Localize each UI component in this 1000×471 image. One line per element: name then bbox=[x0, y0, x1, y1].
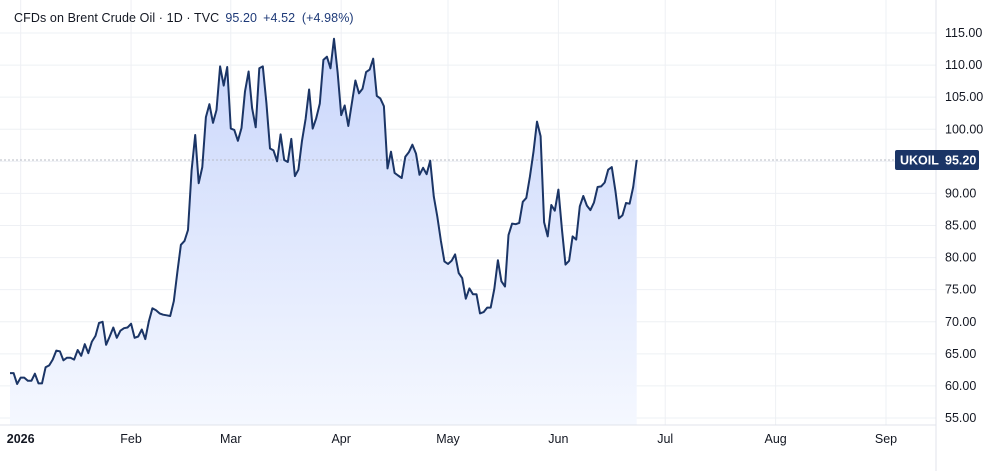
price-change-percent: (+4.98%) bbox=[301, 11, 354, 25]
x-tick-label: Mar bbox=[220, 432, 242, 446]
y-tick-label: 60.00 bbox=[945, 379, 976, 393]
x-tick-label: Aug bbox=[764, 432, 786, 446]
price-badge-symbol: UKOIL bbox=[900, 154, 939, 168]
price-line bbox=[10, 37, 638, 385]
y-axis[interactable]: 115.00110.00105.00100.0095.0090.0085.008… bbox=[945, 26, 983, 425]
y-tick-label: 55.00 bbox=[945, 411, 976, 425]
x-tick-label: May bbox=[436, 432, 460, 446]
x-tick-label: Feb bbox=[120, 432, 142, 446]
y-tick-label: 65.00 bbox=[945, 347, 976, 361]
price-change: +4.52 bbox=[263, 11, 296, 25]
y-tick-label: 80.00 bbox=[945, 251, 976, 265]
y-tick-label: 75.00 bbox=[945, 283, 976, 297]
y-tick-label: 115.00 bbox=[945, 26, 982, 40]
y-tick-label: 90.00 bbox=[945, 186, 976, 200]
y-tick-label: 85.00 bbox=[945, 219, 976, 233]
price-badge: UKOIL 95.20 bbox=[895, 150, 979, 171]
x-tick-label: 2026 bbox=[7, 432, 35, 446]
x-axis[interactable]: 2026 Feb Mar Apr May Jun Jul Aug Sep bbox=[7, 432, 897, 446]
y-tick-label: 70.00 bbox=[945, 315, 976, 329]
y-tick-label: 110.00 bbox=[945, 58, 982, 72]
symbol-description: CFDs on Brent Crude Oil · 1D · TVC bbox=[14, 11, 220, 25]
x-tick-label: Jun bbox=[548, 432, 568, 446]
x-tick-label: Sep bbox=[875, 432, 897, 446]
price-badge-box bbox=[895, 150, 979, 171]
chart-header: CFDs on Brent Crude Oil · 1D · TVC 95.20 +… bbox=[14, 11, 354, 25]
price-badge-value: 95.20 bbox=[945, 154, 976, 168]
y-tick-label: 100.00 bbox=[945, 122, 983, 136]
last-price: 95.20 bbox=[225, 11, 258, 25]
x-tick-label: Apr bbox=[331, 432, 350, 446]
price-area-fill bbox=[10, 38, 637, 426]
x-tick-label: Jul bbox=[657, 432, 673, 446]
y-tick-label: 105.00 bbox=[945, 90, 983, 104]
